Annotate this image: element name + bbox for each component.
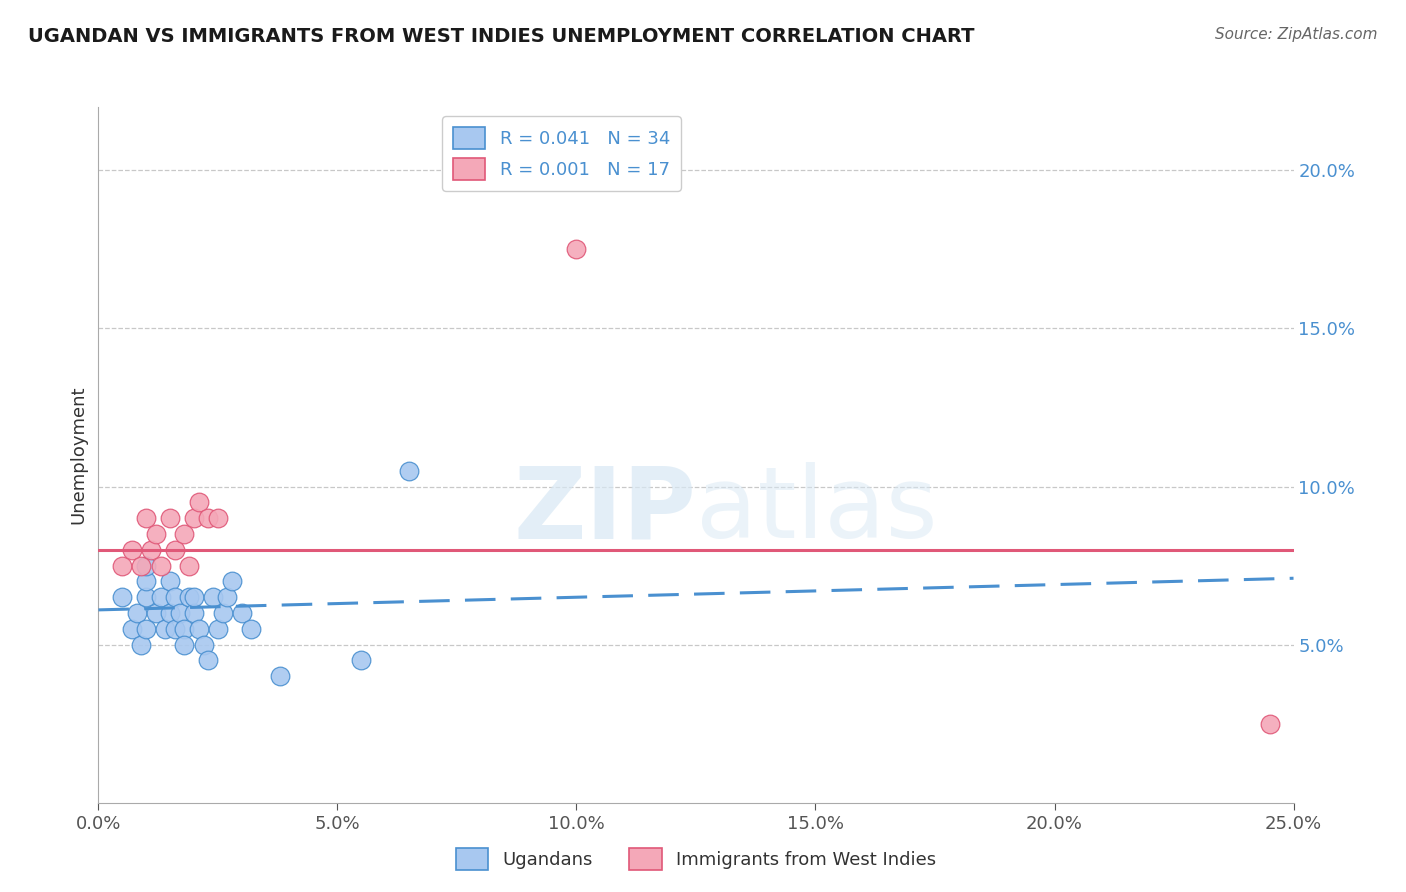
Point: [207, 511, 229, 525]
Point: [169, 606, 191, 620]
Point: [149, 558, 172, 573]
Point: [131, 558, 153, 573]
Point: [131, 638, 153, 652]
Point: [135, 574, 157, 589]
Point: [173, 638, 195, 652]
Point: [202, 591, 225, 605]
Point: [231, 606, 253, 620]
Point: [163, 622, 186, 636]
Point: [197, 653, 219, 667]
Point: [135, 511, 157, 525]
Point: [398, 464, 420, 478]
Point: [145, 606, 167, 620]
Point: [183, 591, 205, 605]
Point: [135, 622, 157, 636]
Point: [207, 622, 229, 636]
Text: ZIP: ZIP: [513, 462, 696, 559]
Point: [135, 591, 157, 605]
Point: [121, 622, 143, 636]
Point: [149, 591, 172, 605]
Point: [193, 638, 215, 652]
Point: [350, 653, 373, 667]
Point: [1258, 716, 1281, 731]
Point: [111, 591, 134, 605]
Point: [155, 622, 177, 636]
Point: [217, 591, 239, 605]
Text: atlas: atlas: [696, 462, 938, 559]
Text: Source: ZipAtlas.com: Source: ZipAtlas.com: [1215, 27, 1378, 42]
Point: [269, 669, 291, 683]
Point: [211, 606, 233, 620]
Point: [125, 606, 148, 620]
Point: [159, 574, 181, 589]
Point: [163, 542, 186, 557]
Point: [183, 511, 205, 525]
Point: [163, 591, 186, 605]
Point: [565, 243, 588, 257]
Point: [173, 622, 195, 636]
Legend: Ugandans, Immigrants from West Indies: Ugandans, Immigrants from West Indies: [449, 841, 943, 877]
Point: [139, 542, 162, 557]
Point: [179, 558, 201, 573]
Point: [121, 542, 143, 557]
Point: [135, 558, 157, 573]
Point: [145, 527, 167, 541]
Point: [173, 527, 195, 541]
Point: [221, 574, 243, 589]
Point: [187, 495, 209, 509]
Point: [183, 606, 205, 620]
Point: [159, 606, 181, 620]
Point: [179, 591, 201, 605]
Text: UGANDAN VS IMMIGRANTS FROM WEST INDIES UNEMPLOYMENT CORRELATION CHART: UGANDAN VS IMMIGRANTS FROM WEST INDIES U…: [28, 27, 974, 45]
Point: [197, 511, 219, 525]
Point: [159, 511, 181, 525]
Point: [240, 622, 263, 636]
Y-axis label: Unemployment: Unemployment: [69, 385, 87, 524]
Point: [187, 622, 209, 636]
Point: [111, 558, 134, 573]
